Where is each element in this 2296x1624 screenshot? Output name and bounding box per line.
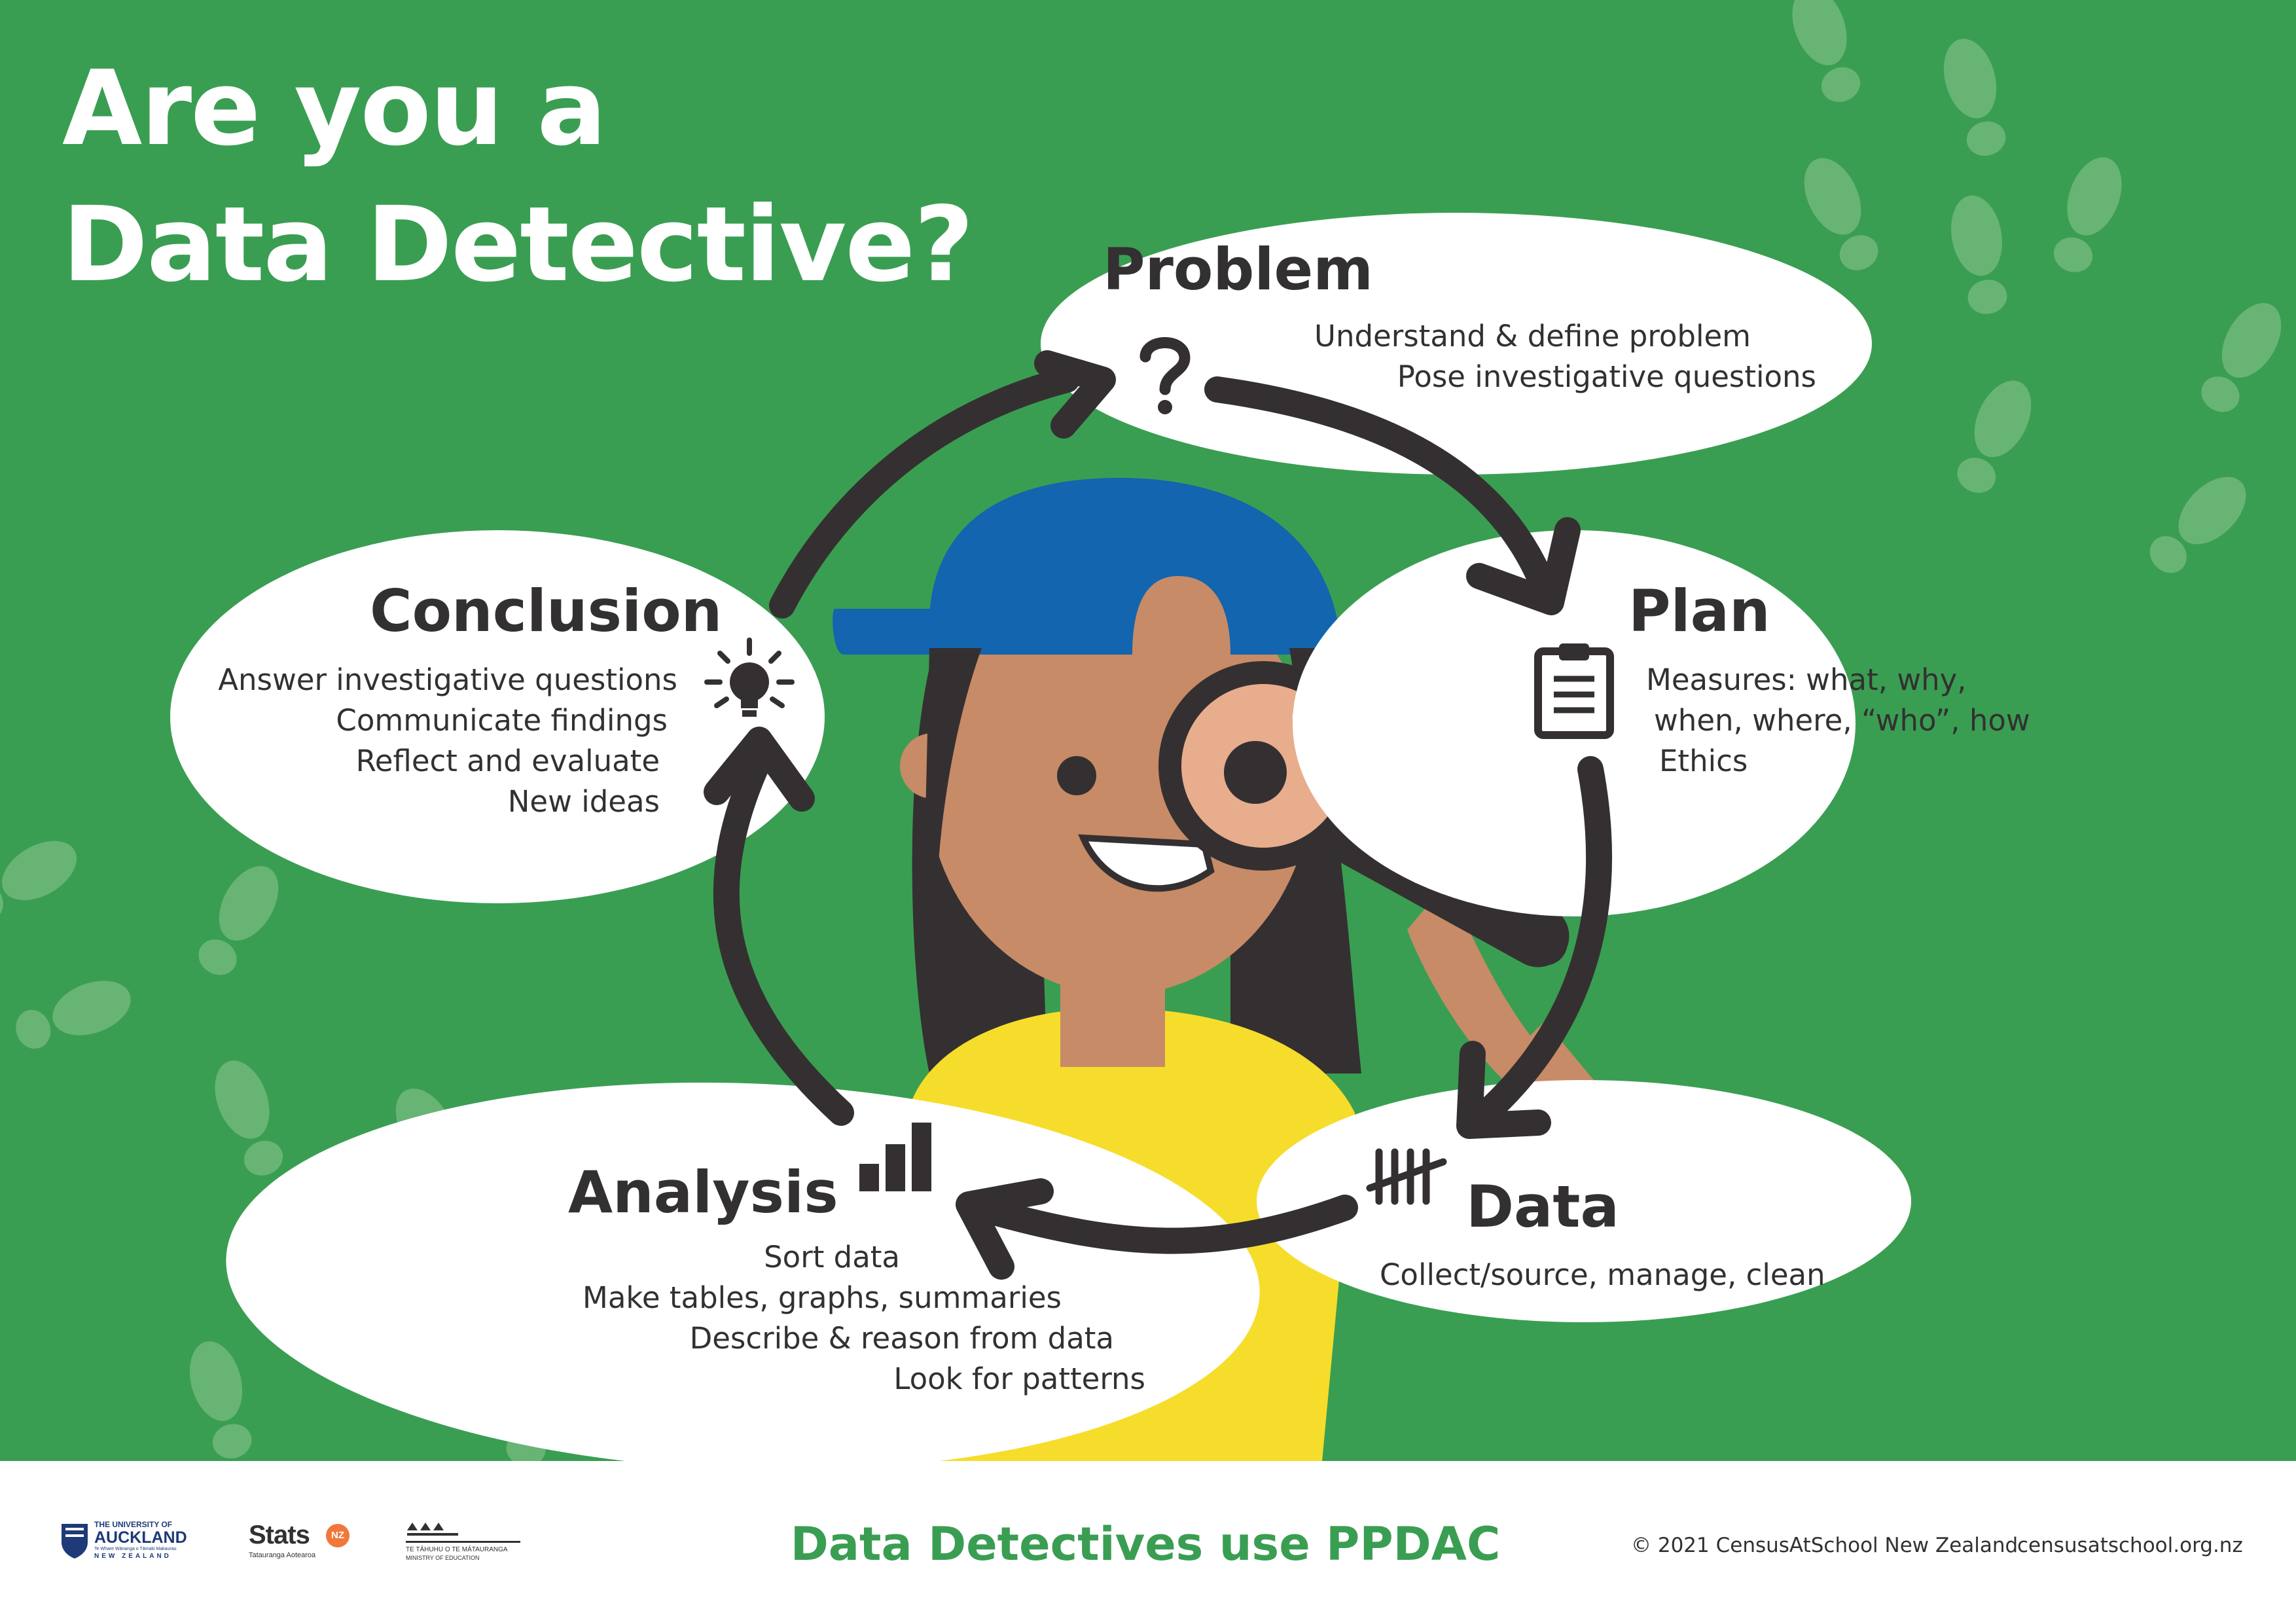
- question-mark-icon: [1139, 337, 1191, 414]
- problem-description: Understand & define problem Pose investi…: [1302, 316, 1816, 397]
- bar-chart-icon: [859, 1123, 931, 1191]
- arrow-plan-to-data: [1466, 756, 1613, 1132]
- data-bubble: [1257, 1080, 1911, 1322]
- problem-bubble: [1041, 213, 1872, 475]
- ministry-rule: [406, 1541, 520, 1543]
- ministry-mark-icon: [407, 1523, 458, 1536]
- poster-title: Are you a Data Detective?: [62, 41, 974, 313]
- ministry-line-1: TE TĀHUHU O TE MĀTAURANGA: [406, 1546, 508, 1553]
- arrow-data-to-analysis: [965, 1195, 1358, 1254]
- data-heading: Data: [1466, 1173, 1619, 1240]
- auckland-crest-icon: [62, 1524, 88, 1559]
- stats-nz-badge: NZ: [326, 1524, 350, 1547]
- footer-tagline: Data Detectives use PPDAC: [790, 1517, 1501, 1571]
- illustration: [0, 0, 2293, 1461]
- stats-subtitle: Tatauranga Aotearoa: [249, 1551, 316, 1559]
- plan-line-3: Ethics: [1659, 744, 1748, 778]
- arrow-analysis-to-conclusion: [713, 740, 854, 1126]
- data-line-1: Collect/source, manage, clean: [1380, 1257, 1825, 1292]
- conclusion-line-3: Reflect and evaluate: [355, 744, 660, 778]
- auckland-line-2: AUCKLAND: [94, 1528, 187, 1547]
- data-description: Collect/source, manage, clean: [1380, 1255, 1825, 1295]
- analysis-description: Sort data Make tables, graphs, summaries…: [563, 1237, 1145, 1399]
- ministry-line-2: MINISTRY OF EDUCATION: [406, 1555, 480, 1561]
- title-line-2: Data Detective?: [62, 185, 974, 305]
- footer: [0, 1461, 2296, 1624]
- arrow-problem-to-plan: [1204, 376, 1558, 602]
- analysis-line-4: Look for patterns: [893, 1362, 1145, 1396]
- analysis-line-1: Sort data: [764, 1240, 900, 1274]
- conclusion-line-1: Answer investigative questions: [218, 662, 677, 697]
- lightbulb-icon: [704, 638, 795, 717]
- footer-copyright: © 2021 CensusAtSchool New Zealand: [1631, 1534, 2018, 1557]
- plan-description: Measures: what, why, when, where, “who”,…: [1646, 660, 2030, 782]
- arrow-conclusion-to-problem: [769, 367, 1080, 619]
- conclusion-line-2: Communicate findings: [336, 703, 668, 738]
- auckland-line-3: Te Whare Wānanga o Tāmaki Makaurau: [94, 1547, 177, 1551]
- analysis-line-2: Make tables, graphs, summaries: [583, 1280, 1062, 1315]
- poster-background: Are you a Data Detective? Problem Unders…: [0, 0, 2296, 1461]
- conclusion-line-4: New ideas: [507, 784, 660, 819]
- analysis-bubble: [226, 1082, 1260, 1461]
- analysis-heading: Analysis: [568, 1159, 838, 1226]
- conclusion-heading: Conclusion: [370, 577, 723, 645]
- analysis-line-3: Describe & reason from data: [689, 1321, 1114, 1356]
- footer-website-link[interactable]: censusatschool.org.nz: [2017, 1534, 2243, 1557]
- plan-heading: Plan: [1628, 577, 1770, 645]
- problem-line-1: Understand & define problem: [1314, 319, 1751, 353]
- clipboard-icon: [1534, 643, 1614, 739]
- auckland-line-1: THE UNIVERSITY OF: [94, 1520, 173, 1529]
- stats-nz-logo: Stats NZ Tatauranga Aotearoa: [249, 1520, 360, 1566]
- stats-name: Stats: [249, 1521, 310, 1549]
- plan-line-1: Measures: what, why,: [1646, 662, 1967, 697]
- tally-marks-icon: [1366, 1148, 1447, 1205]
- title-line-1: Are you a: [62, 48, 607, 169]
- conclusion-bubble: [170, 530, 825, 903]
- ministry-of-education-logo: TE TĀHUHU O TE MĀTAURANGA MINISTRY OF ED…: [406, 1520, 524, 1566]
- ppdac-cycle-arrows: [704, 350, 1613, 1280]
- problem-line-2: Pose investigative questions: [1397, 359, 1816, 394]
- plan-bubble: [1293, 530, 1856, 916]
- auckland-logo: THE UNIVERSITY OF AUCKLAND Te Whare Wāna…: [60, 1520, 204, 1566]
- conclusion-description: Answer investigative questions Communica…: [203, 660, 677, 822]
- plan-line-2: when, where, “who”, how: [1654, 703, 2030, 738]
- auckland-line-4: NEW ZEALAND: [94, 1553, 171, 1560]
- stage-bubbles: [170, 213, 1911, 1461]
- problem-heading: Problem: [1103, 236, 1373, 303]
